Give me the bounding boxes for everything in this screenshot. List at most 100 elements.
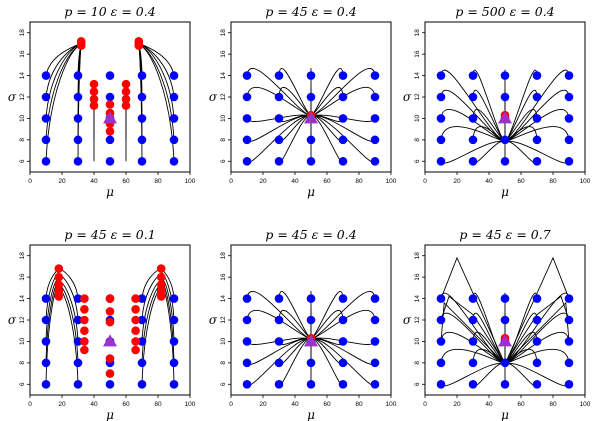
convergence-path [504, 69, 538, 143]
estimate-point [105, 317, 115, 327]
grid-point [274, 358, 284, 368]
true-parameter-marker [498, 111, 512, 124]
grid-point [73, 337, 83, 346]
grid-point [73, 114, 83, 123]
y-tick-label: 16 [414, 273, 421, 281]
y-tick-label: 8 [19, 138, 26, 142]
grid-point [306, 315, 316, 325]
y-tick-label: 12 [220, 316, 227, 324]
x-tick-label: 100 [185, 401, 196, 408]
grid-point [500, 71, 510, 80]
grid-point [436, 71, 446, 80]
y-tick-label: 10 [220, 337, 227, 345]
estimate-point [54, 292, 64, 301]
x-tick-label: 20 [58, 178, 66, 185]
x-tick-label: 80 [549, 178, 557, 185]
y-tick-label: 14 [414, 72, 421, 80]
grid-point [274, 71, 284, 80]
x-tick-label: 0 [423, 401, 427, 408]
grid-point [436, 135, 446, 145]
y-tick-label: 6 [19, 159, 26, 163]
estimate-point [89, 94, 99, 104]
grid-point [169, 114, 179, 123]
grid-point [41, 358, 51, 368]
x-tick-label: 40 [485, 401, 493, 408]
estimate-path [504, 256, 570, 365]
convergence-path [504, 363, 538, 387]
x-tick-label: 60 [323, 178, 331, 185]
convergence-path [440, 331, 506, 365]
estimate-point [89, 87, 99, 96]
grid-point [564, 71, 574, 80]
y-tick-label: 6 [414, 159, 421, 163]
grid-point [306, 71, 316, 80]
convergence-path [310, 290, 376, 340]
grid-point [564, 379, 574, 389]
grid-point [274, 315, 284, 325]
estimate-point [80, 326, 89, 336]
estimate-point [105, 307, 115, 316]
grid-point [436, 358, 446, 368]
grid-point [338, 135, 348, 145]
grid-point [306, 379, 316, 389]
grid-point [137, 358, 147, 368]
grid-point [564, 358, 574, 368]
y-tick-label: 8 [19, 361, 26, 365]
panel-title: p = 10 ε = 0.4 [64, 4, 155, 19]
estimate-point [105, 294, 115, 303]
estimate-point [80, 337, 89, 346]
grid-point [105, 71, 115, 80]
y-tick-label: 18 [414, 29, 421, 37]
x-tick-label: 100 [386, 401, 397, 408]
grid-point [468, 379, 478, 389]
grid-point [41, 294, 51, 303]
convergence-path [310, 67, 376, 117]
grid-point [41, 114, 51, 123]
estimate-path [45, 44, 80, 119]
grid-point [436, 315, 446, 325]
grid-point [41, 135, 51, 145]
grid-point [169, 156, 179, 166]
grid-point [370, 294, 380, 303]
convergence-path [246, 290, 312, 340]
y-tick-label: 8 [220, 138, 227, 142]
true-parameter-marker [103, 111, 117, 124]
grid-point [274, 379, 284, 389]
grid-point [242, 135, 252, 145]
grid-point [242, 379, 252, 389]
grid-point [169, 135, 179, 145]
y-axis-label: σ [209, 313, 218, 327]
x-axis-label: μ [307, 185, 315, 199]
grid-point [500, 358, 510, 368]
estimate-path [504, 295, 570, 365]
grid-point [500, 156, 510, 166]
convergence-path [504, 141, 538, 164]
y-tick-label: 6 [414, 382, 421, 386]
estimate-point [89, 101, 99, 110]
grid-point [242, 294, 252, 303]
x-tick-label: 20 [453, 401, 461, 408]
grid-point [73, 135, 83, 145]
convergence-path [310, 338, 344, 365]
x-tick-label: 0 [423, 178, 427, 185]
x-tick-label: 60 [122, 178, 130, 185]
y-tick-label: 12 [414, 93, 421, 101]
true-parameter-marker [304, 111, 318, 124]
grid-point [306, 294, 316, 303]
y-tick-label: 14 [19, 72, 26, 80]
y-tick-label: 14 [19, 295, 26, 303]
grid-point [137, 294, 147, 303]
grid-point [564, 92, 574, 102]
x-tick-label: 0 [229, 178, 233, 185]
grid-point [274, 337, 284, 346]
convergence-path [504, 331, 570, 365]
x-tick-label: 60 [122, 401, 130, 408]
convergence-path [278, 338, 312, 365]
x-tick-label: 100 [185, 178, 196, 185]
convergence-path [472, 141, 506, 164]
estimate-point [156, 264, 166, 273]
convergence-path [504, 292, 570, 365]
y-tick-label: 6 [19, 382, 26, 386]
grid-point [306, 135, 316, 145]
grid-point [73, 294, 83, 303]
